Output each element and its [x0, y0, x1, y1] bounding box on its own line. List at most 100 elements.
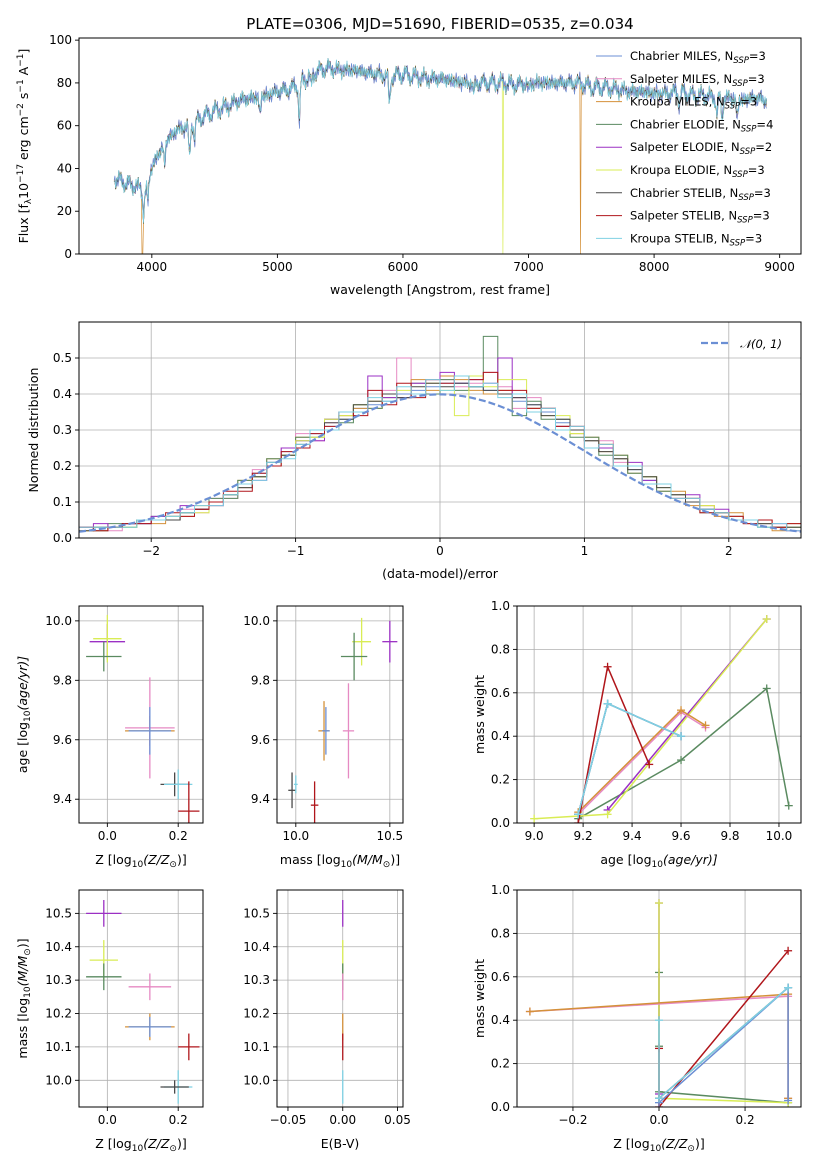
legend-series-name: Chabrier ELODIE — [630, 117, 725, 131]
panel-age-vs-mass: 10.0 10.5 9.4 9.6 9.8 10.0 mass [log10(M/M⊙)] — [243, 605, 404, 870]
x-tick-label: 1 — [581, 544, 589, 558]
label-part: −1 — [16, 54, 26, 67]
x-axis-label: wavelength [Angstrom, rest frame] — [330, 282, 550, 297]
panel-weight-vs-age: 9.0 9.2 9.4 9.6 9.8 10.0 0.0 0.2 0.4 0.6 0.8 1.0 age… — [472, 599, 802, 870]
axes-frame — [78, 889, 204, 1108]
x-tick-label: 8000 — [639, 260, 670, 274]
x-tick-label: 0.2 — [169, 829, 188, 843]
y-tick-label: 10.4 — [45, 940, 72, 954]
weight-marker — [677, 706, 686, 715]
label-part: (age/yr)] — [15, 656, 30, 711]
label-part: )] — [15, 938, 30, 948]
plot-area — [288, 617, 398, 823]
legend-n-value: 3 — [750, 95, 757, 109]
y-tick-label: 100 — [49, 33, 72, 47]
weight-marker — [530, 814, 539, 823]
legend-sep: , — [724, 140, 731, 154]
panel-mass-vs-Z: 0.0 0.210.010.110.210.310.410.5Z [log10(Z… — [15, 889, 204, 1154]
label-part: 10 — [16, 183, 31, 199]
legend-eq: = — [740, 95, 750, 109]
y-axis-label: Flux [fλ10−17 erg cm−2 s−1 A−1] — [16, 49, 34, 244]
panel-spectrum: 4000 5000 6000 7000 8000 9000 0 20 40 60 80 100 wave… — [16, 33, 802, 297]
legend-sep: , — [725, 117, 732, 131]
y-tick-label: 0.6 — [491, 686, 510, 700]
label-part: A — [16, 66, 31, 79]
y-tick-label: 0 — [64, 247, 72, 261]
legend-n-sub: SSP — [740, 147, 756, 157]
weight-marker — [574, 819, 583, 823]
axes-frame — [276, 605, 404, 824]
panel-residuals: −2 −1 0 1 2 0.0 0.1 0.2 0.3 0.4 0.5 𝒩(0, 1) (data-mo… — [26, 321, 802, 581]
spectrum-line — [113, 60, 767, 254]
label-part: 10 — [23, 710, 33, 722]
label-part: ⊙ — [687, 1144, 695, 1154]
histogram-series — [79, 375, 801, 538]
y-tick-label: 0.0 — [53, 531, 72, 545]
x-tick-label: 9.6 — [671, 829, 690, 843]
legend-entry: Chabrier STELIB, NSSP=3 — [630, 186, 771, 203]
errorbar-point — [128, 707, 172, 755]
label-part: ⊙ — [169, 860, 177, 870]
plot-area — [525, 899, 793, 1107]
weight-marker — [603, 810, 612, 819]
weight-marker — [701, 721, 710, 730]
legend-n-value: 4 — [766, 117, 773, 131]
label-part: −1 — [16, 79, 26, 92]
x-tick-label: 9000 — [764, 260, 795, 274]
legend-n-sub: SSP — [730, 238, 746, 248]
weight-marker — [762, 684, 771, 693]
weight-line — [658, 950, 789, 1107]
legend-eq: = — [756, 117, 766, 131]
legend-series-name: Kroupa ELODIE — [630, 163, 716, 177]
errorbar-point — [86, 641, 122, 672]
panel-age-vs-Z: 0.0 0.29.49.69.810.0Z [log10(Z/Z⊙)]age [l… — [15, 605, 204, 870]
y-tick-label: 10.0 — [243, 1073, 270, 1087]
y-tick-label: 9.4 — [53, 792, 72, 806]
x-axis-label: E(B-V) — [321, 1136, 360, 1151]
errorbar-point — [128, 1016, 172, 1037]
panel-weight-vs-Z: −0.2 0.0 0.2 0.0 0.2 0.4 0.6 0.8 1.0 Z [log10(Z/Z… — [472, 883, 802, 1154]
weight-marker — [574, 810, 583, 819]
legend-entry: Kroupa STELIB, NSSP=3 — [630, 231, 762, 248]
legend-entry: Salpeter STELIB, NSSP=3 — [630, 209, 770, 226]
y-tick-label: 80 — [57, 76, 72, 90]
x-tick-label: 0.0 — [98, 829, 117, 843]
y-tick-label: 10.3 — [243, 973, 270, 987]
y-axis-label: age [log10(age/yr)] — [15, 656, 33, 773]
weight-marker — [784, 983, 793, 992]
legend-sep: , — [714, 231, 721, 245]
x-axis-label: Z [log10(Z/Z⊙)] — [613, 1136, 704, 1154]
weight-marker — [655, 1094, 663, 1103]
label-part: ⊙ — [383, 860, 391, 870]
label-part: 10 — [652, 860, 664, 870]
y-tick-label: 10.3 — [45, 973, 72, 987]
legend-sep: , — [716, 163, 723, 177]
label-part: mass [log — [280, 852, 341, 867]
label-part: Flux [f — [16, 204, 31, 244]
plot-area — [530, 615, 793, 823]
y-tick-label: 10.5 — [45, 906, 72, 920]
y-tick-label: 9.8 — [53, 673, 72, 687]
y-tick-label: 10.0 — [45, 1073, 72, 1087]
label-part: (M/M — [352, 852, 383, 867]
errorbar-point — [310, 781, 319, 823]
label-part: ⊙ — [169, 1144, 177, 1154]
x-axis-label: Z [log10(Z/Z⊙)] — [95, 852, 186, 870]
spectrum-line — [113, 58, 767, 254]
y-tick-label: 1.0 — [491, 883, 510, 897]
legend-entry: Salpeter ELODIE, NSSP=2 — [630, 140, 772, 157]
x-tick-label: 0.00 — [329, 1113, 356, 1127]
y-tick-label: 9.6 — [251, 733, 270, 747]
panel-mass-vs-EBV: −0.05 0.00 0.05 10.0 10.1 10.2 10.3 10.4 10.5 E(B… — [243, 889, 411, 1151]
legend-n-value: 2 — [765, 140, 772, 154]
x-tick-label: 0.2 — [169, 1113, 188, 1127]
label-part: age [log — [600, 852, 651, 867]
legend-series-name: Salpeter MILES — [630, 72, 716, 86]
legend-entry: Salpeter MILES, NSSP=3 — [630, 72, 765, 89]
legend-eq: = — [745, 231, 755, 245]
y-tick-label: 10.2 — [243, 1007, 270, 1021]
y-tick-label: 9.4 — [251, 792, 270, 806]
legend-eq: = — [748, 163, 758, 177]
legend-eq: = — [749, 49, 759, 63]
label-part: Z [log — [95, 852, 131, 867]
